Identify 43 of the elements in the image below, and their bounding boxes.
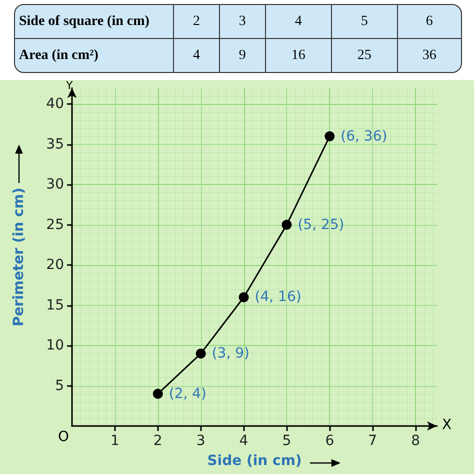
- y-axis-title: Perimeter (in cm): [11, 188, 27, 326]
- x-tick-label: 1: [110, 433, 120, 449]
- x-tick-label: 8: [411, 433, 420, 449]
- x-tick-label: 6: [325, 433, 334, 449]
- x-axis-title: Side (in cm): [207, 453, 302, 469]
- x-tick-label: 5: [282, 433, 292, 449]
- text: Side of square (in cm): [15, 5, 174, 39]
- x-tick-label: 3: [196, 433, 206, 449]
- data-label: (2, 4): [168, 386, 207, 402]
- text: 25: [332, 39, 398, 72]
- x-tick-label: 4: [239, 433, 248, 449]
- text: 16: [266, 39, 332, 72]
- y-tick-label: 35: [46, 136, 64, 152]
- text: 3: [220, 5, 266, 39]
- text: 36: [421, 46, 438, 64]
- text: 6: [398, 5, 461, 39]
- text: 4: [266, 5, 332, 39]
- point: [324, 131, 335, 142]
- y-tick-label: 10: [46, 338, 64, 354]
- text: X: [442, 417, 452, 433]
- y-tick-label: 15: [46, 297, 64, 314]
- annotation: Y: [65, 79, 73, 92]
- point: [196, 348, 206, 359]
- text: 5: [332, 5, 398, 39]
- text: O: [58, 429, 70, 445]
- point: [152, 388, 163, 399]
- text: 4: [174, 39, 220, 72]
- text: 2: [174, 5, 220, 39]
- text: 9: [220, 39, 266, 72]
- y-tick-label: 5: [55, 378, 64, 394]
- data-label: (5, 25): [298, 216, 344, 233]
- point: [282, 220, 292, 230]
- data-label: (3, 9): [212, 346, 250, 362]
- data-label: (4, 16): [254, 289, 302, 306]
- x-tick-label: 2: [153, 433, 162, 449]
- y-tick-label: 30: [46, 176, 64, 193]
- text: Area (in cm²): [15, 39, 174, 72]
- x-tick-label: 7: [368, 433, 378, 449]
- point: [238, 292, 249, 302]
- y-tick-label: 25: [46, 216, 64, 233]
- y-tick-label: 40: [46, 96, 64, 112]
- data-label: (6, 36): [340, 128, 388, 144]
- y-tick-label: 20: [46, 257, 64, 274]
